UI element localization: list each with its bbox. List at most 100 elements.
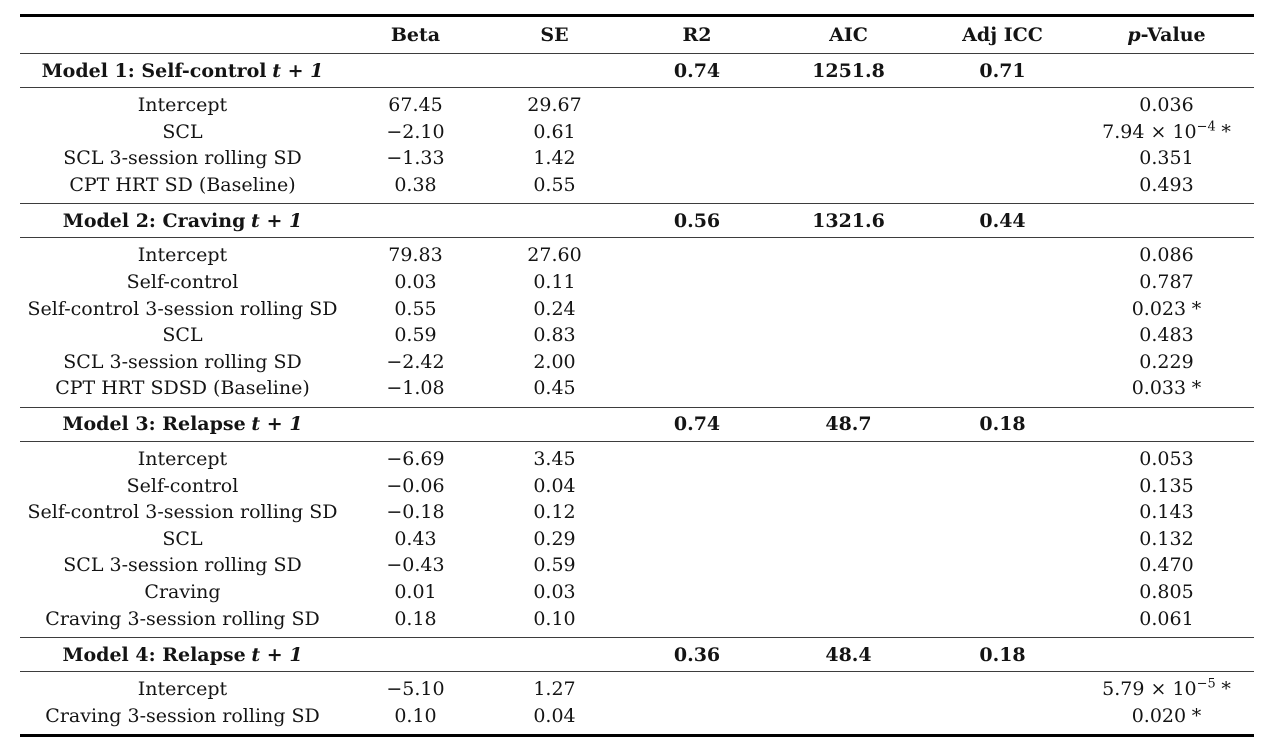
empty-cell [771, 579, 926, 606]
empty-cell [623, 88, 771, 119]
predictor-cell: Intercept [137, 447, 228, 470]
predictor-row: SCL 3-session rolling SD −1.33 1.42 0.351 [20, 145, 1254, 172]
predictor-cell: CPT HRT SDSD (Baseline) [55, 377, 310, 400]
predictor-row: SCL 0.59 0.83 0.483 [20, 322, 1254, 349]
p-value: 0.020 [1131, 704, 1187, 727]
se-cell: 0.04 [533, 474, 576, 497]
p-value: 0.787 [1139, 270, 1194, 293]
empty-cell [623, 672, 771, 703]
se-cell: 27.60 [527, 244, 582, 267]
beta-cell: 0.03 [394, 270, 437, 293]
results-table: Beta SE R2 AIC Adj ICC p-Value Model 1: … [20, 14, 1254, 738]
predictor-cell: Self-control [126, 270, 239, 293]
empty-cell [771, 499, 926, 526]
empty-cell [926, 441, 1079, 472]
header-adj-icc: Adj ICC [962, 24, 1043, 46]
p-value-cell: 0.020 * [1079, 703, 1254, 736]
se-cell: 0.24 [533, 297, 576, 320]
significance-star: * [1221, 120, 1231, 143]
beta-cell: −6.69 [386, 447, 445, 470]
p-value-cell: 0.135 [1079, 473, 1254, 500]
table-header: Beta SE R2 AIC Adj ICC p-Value [20, 16, 1254, 54]
empty-cell [486, 54, 623, 88]
model-title: Model 3: Relapse [62, 413, 246, 436]
predictor-row: Intercept −5.10 1.27 5.79 × 10−5 * [20, 672, 1254, 703]
predictor-cell: SCL 3-session rolling SD [63, 147, 302, 170]
predictor-cell: Intercept [137, 94, 228, 116]
header-predictor [20, 16, 345, 54]
se-cell: 0.10 [533, 607, 576, 630]
empty-cell [623, 296, 771, 323]
predictor-row: SCL 3-session rolling SD −0.43 0.59 0.470 [20, 552, 1254, 579]
se-cell: 1.27 [533, 678, 576, 701]
model-predictor-rows: Intercept −6.69 3.45 0.053 Self-control −0.06… [20, 441, 1254, 637]
empty-cell [1079, 204, 1254, 238]
empty-cell [926, 473, 1079, 500]
beta-cell: −1.08 [386, 377, 445, 400]
empty-cell [771, 119, 926, 146]
se-cell: 0.03 [533, 580, 576, 603]
empty-cell [771, 672, 926, 703]
model-title: Model 4: Relapse [62, 643, 246, 666]
empty-cell [926, 526, 1079, 553]
predictor-row: Intercept 67.45 29.67 0.036 [20, 88, 1254, 119]
p-value-cell: 0.470 [1079, 552, 1254, 579]
header-r2: R2 [682, 24, 712, 46]
p-value: 0.053 [1139, 447, 1194, 470]
predictor-row: Intercept 79.83 27.60 0.086 [20, 238, 1254, 269]
header-row: Beta SE R2 AIC Adj ICC p-Value [20, 16, 1254, 54]
empty-cell [623, 473, 771, 500]
empty-cell [926, 145, 1079, 172]
p-value-cell: 0.023 * [1079, 296, 1254, 323]
p-value: 0.132 [1139, 527, 1194, 550]
se-cell: 0.61 [533, 120, 576, 143]
empty-cell [771, 88, 926, 119]
predictor-row: Self-control 3-session rolling SD −0.18 0.… [20, 499, 1254, 526]
p-value: 0.036 [1139, 94, 1194, 116]
beta-cell: −2.42 [386, 350, 445, 373]
p-value-cell: 7.94 × 10−4 * [1079, 119, 1254, 146]
se-cell: 0.59 [533, 554, 576, 577]
beta-cell: 79.83 [388, 244, 443, 267]
significance-star: * [1191, 704, 1202, 727]
predictor-row: Self-control 3-session rolling SD 0.55 0.2… [20, 296, 1254, 323]
model-title: Model 2: Craving [62, 209, 246, 232]
predictor-row: SCL 3-session rolling SD −2.42 2.00 0.229 [20, 349, 1254, 376]
empty-cell [623, 579, 771, 606]
beta-cell: −1.33 [386, 147, 445, 170]
p-value-cell: 0.053 [1079, 441, 1254, 472]
empty-cell [926, 672, 1079, 703]
model-adj-icc-cell: 0.71 [979, 59, 1026, 82]
model-predictor-rows: Intercept 79.83 27.60 0.086 Self-control 0.03… [20, 237, 1254, 408]
empty-cell [623, 552, 771, 579]
empty-cell [926, 238, 1079, 269]
empty-cell [771, 552, 926, 579]
predictor-row: Craving 0.01 0.03 0.805 [20, 579, 1254, 606]
significance-star: * [1191, 377, 1202, 400]
empty-cell [1079, 54, 1254, 88]
p-value-cell: 0.061 [1079, 606, 1254, 638]
predictor-cell: Craving 3-session rolling SD [45, 607, 320, 630]
empty-cell [1079, 638, 1254, 672]
predictor-cell: Craving [144, 580, 221, 603]
empty-cell [345, 204, 486, 238]
model-section-header: Model 4: Relapse t + 1 0.36 48.4 0.18 [20, 637, 1254, 672]
empty-cell [486, 204, 623, 238]
empty-cell [771, 349, 926, 376]
empty-cell [926, 296, 1079, 323]
model-r2-cell: 0.36 [673, 643, 721, 666]
beta-cell: 0.18 [394, 607, 437, 630]
se-cell: 0.11 [533, 270, 576, 293]
predictor-row: Self-control −0.06 0.04 0.135 [20, 473, 1254, 500]
p-value-cell: 0.036 [1079, 88, 1254, 119]
header-p-rest: -Value [1140, 24, 1206, 46]
empty-cell [771, 441, 926, 472]
p-value: 0.023 [1131, 297, 1187, 320]
model-section-header: Model 3: Relapse t + 1 0.74 48.7 0.18 [20, 407, 1254, 441]
empty-cell [926, 119, 1079, 146]
model-section-header: Model 1: Self-control t + 1 0.74 1251.8 0.71 [20, 53, 1254, 88]
model-title-tail: t + 1 [251, 209, 303, 232]
header-beta: Beta [390, 24, 441, 46]
empty-cell [345, 54, 486, 88]
